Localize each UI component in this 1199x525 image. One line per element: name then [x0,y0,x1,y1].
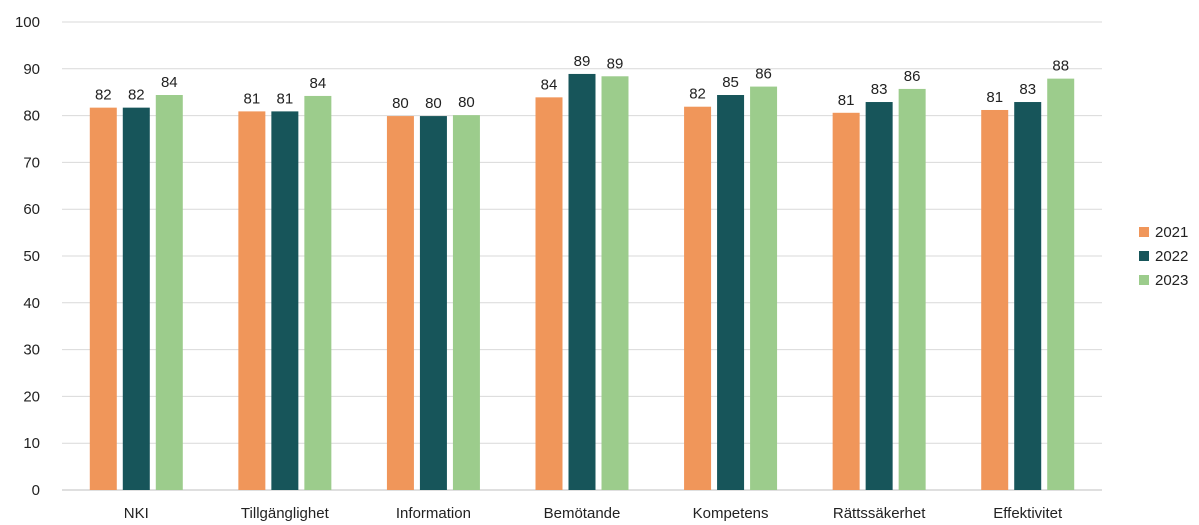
data-label-2021-5: 81 [838,92,855,109]
category-label-3: Bemötande [544,505,621,522]
bar-2023-1 [304,95,332,490]
bar-2021-0 [89,107,117,491]
data-label-2022-1: 81 [277,90,294,107]
bar-2021-5 [832,112,860,491]
legend-label-2021: 2021 [1155,224,1188,241]
y-tick-label-40: 40 [23,295,40,312]
data-label-2022-6: 83 [1019,81,1036,98]
data-label-2023-6: 88 [1052,58,1069,75]
category-label-2: Information [396,505,471,522]
y-tick-label-70: 70 [23,154,40,171]
legend-swatch-2023 [1139,275,1149,285]
bar-2021-4 [684,106,712,490]
bar-2023-2 [452,115,480,490]
data-label-2022-3: 89 [574,53,591,70]
legend-swatch-2021 [1139,227,1149,237]
y-axis-ticks: 0 10 20 30 40 50 60 70 80 90 100 [15,14,40,499]
data-label-2023-0: 84 [161,74,178,91]
data-label-2021-4: 82 [689,86,706,103]
bar-2021-1 [238,111,266,490]
y-tick-label-60: 60 [23,201,40,218]
bar-2022-6 [1014,102,1042,490]
bar-2023-0 [155,95,183,491]
bar-2023-4 [750,86,778,491]
category-label-5: Rättssäkerhet [833,505,926,522]
bar-2023-3 [601,76,629,491]
data-label-2022-4: 85 [722,74,739,91]
data-label-2023-2: 80 [458,94,475,111]
bars [89,73,1075,491]
legend-label-2022: 2022 [1155,248,1188,265]
legend-label-2023: 2023 [1155,272,1188,289]
bar-2022-3 [568,73,596,490]
bar-2023-5 [898,88,926,490]
x-axis-categories: NKI Tillgänglighet Information Bemötande Kom… [124,505,1063,522]
data-label-2021-3: 84 [541,76,558,93]
bar-2022-1 [271,111,299,490]
bar-2021-6 [981,109,1009,490]
y-tick-label-0: 0 [32,482,40,499]
y-tick-label-80: 80 [23,108,40,125]
bar-2022-4 [717,95,745,491]
bar-2023-6 [1047,78,1075,491]
category-label-0: NKI [124,505,149,522]
bar-2021-2 [386,116,414,491]
y-tick-label-90: 90 [23,61,40,78]
data-label-2021-6: 81 [986,89,1003,106]
y-tick-label-20: 20 [23,388,40,405]
data-label-2022-0: 82 [128,87,145,104]
y-tick-label-30: 30 [23,342,40,359]
category-label-6: Effektivitet [993,505,1063,522]
data-label-2023-3: 89 [607,55,624,72]
data-label-2021-1: 81 [244,90,261,107]
data-labels: 82 82 84 81 81 84 80 80 80 84 89 89 82 85 86 81 83 86 81 83… [95,53,1069,112]
data-label-2021-2: 80 [392,95,409,112]
data-label-2023-1: 84 [310,75,327,92]
data-label-2023-4: 86 [755,66,772,83]
data-label-2021-0: 82 [95,87,112,104]
data-label-2022-2: 80 [425,95,442,112]
y-tick-label-50: 50 [23,248,40,265]
bar-2021-3 [535,97,563,491]
legend: 2021 2022 2023 [1139,224,1188,289]
bar-2022-0 [122,107,150,491]
bar-2022-2 [419,116,447,491]
category-label-4: Kompetens [693,505,769,522]
y-tick-label-10: 10 [23,435,40,452]
category-label-1: Tillgänglighet [241,505,330,522]
bar-2022-5 [865,102,893,490]
legend-swatch-2022 [1139,251,1149,261]
data-label-2023-5: 86 [904,68,921,85]
y-tick-label-100: 100 [15,14,40,31]
data-label-2022-5: 83 [871,81,888,98]
